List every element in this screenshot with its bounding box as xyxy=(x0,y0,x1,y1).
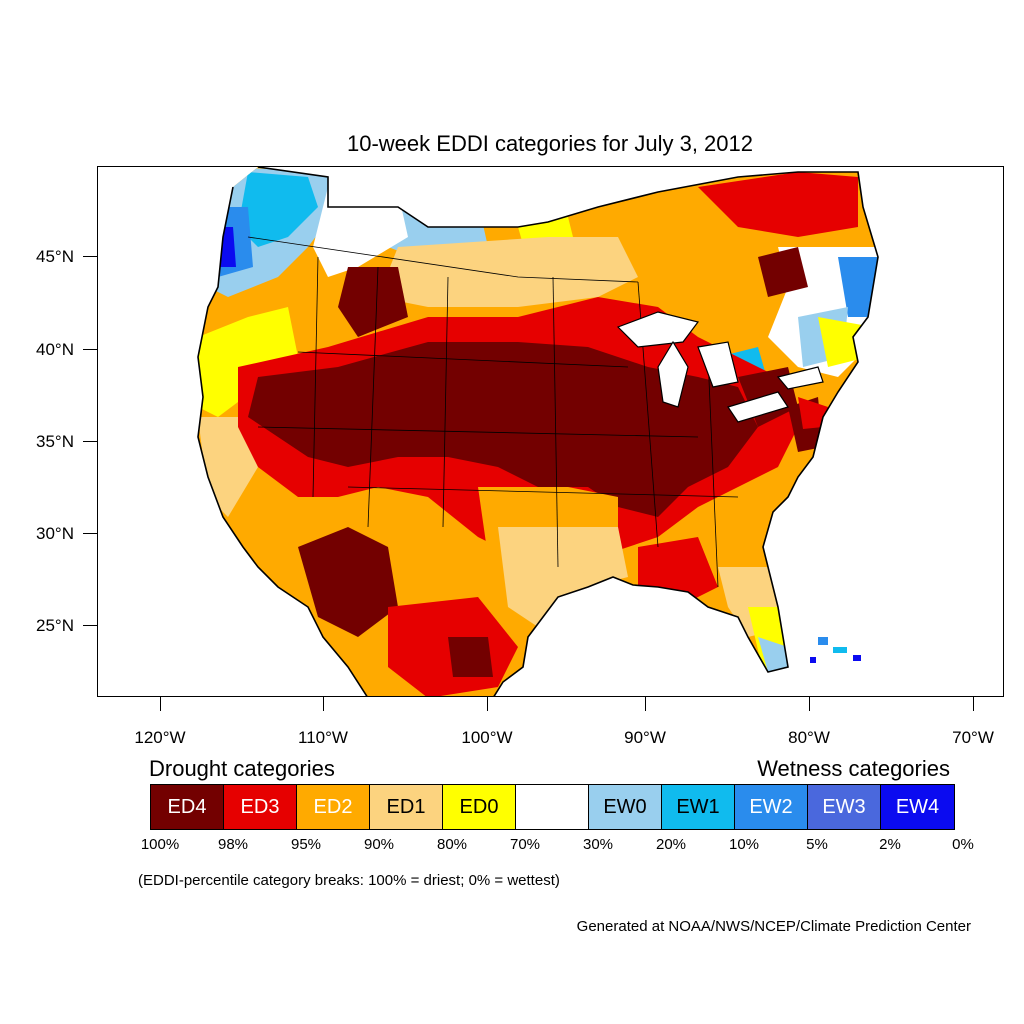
lat-label-40n: 40°N xyxy=(36,340,74,359)
percentile-label: 0% xyxy=(952,836,974,853)
wetness-heading: Wetness categories xyxy=(757,756,950,781)
lon-tick xyxy=(645,697,646,711)
lat-tick xyxy=(83,625,97,626)
percentile-label: 5% xyxy=(806,836,828,853)
eddi-map xyxy=(197,167,879,696)
lon-tick xyxy=(160,697,161,711)
lon-label-70w: 70°W xyxy=(952,728,994,747)
percentile-label: 80% xyxy=(436,836,468,853)
percentile-label: 100% xyxy=(140,836,180,853)
lon-label-110w: 110°W xyxy=(298,728,348,747)
lon-tick xyxy=(487,697,488,711)
drought-heading: Drought categories xyxy=(149,756,335,781)
coastline xyxy=(197,167,879,696)
lon-label-80w: 80°W xyxy=(788,728,830,747)
legend-box-ew4: EW4 xyxy=(881,785,954,829)
legend-box-normal xyxy=(516,785,589,829)
percentile-label: 2% xyxy=(879,836,901,853)
legend-box-ed0: ED0 xyxy=(443,785,516,829)
percentile-label: 95% xyxy=(290,836,322,853)
lat-label-25n: 25°N xyxy=(36,616,74,635)
legend-box-ew3: EW3 xyxy=(808,785,881,829)
legend-box-ed3: ED3 xyxy=(224,785,297,829)
eddi-data-layer xyxy=(198,167,878,696)
map-frame xyxy=(97,166,1004,697)
legend-colorbar: ED4 ED3 ED2 ED1 ED0 EW0 EW1 EW2 EW3 EW4 xyxy=(150,784,955,830)
lon-tick xyxy=(809,697,810,711)
map-title: 10-week EDDI categories for July 3, 2012 xyxy=(347,131,753,156)
percentile-label: 30% xyxy=(582,836,614,853)
lat-label-35n: 35°N xyxy=(36,432,74,451)
percentile-label: 90% xyxy=(363,836,395,853)
percentile-label: 10% xyxy=(728,836,760,853)
percentile-label: 98% xyxy=(217,836,249,853)
lat-tick xyxy=(83,256,97,257)
legend-box-ed1: ED1 xyxy=(370,785,443,829)
percentile-label: 20% xyxy=(655,836,687,853)
lat-tick xyxy=(83,533,97,534)
lon-tick xyxy=(973,697,974,711)
legend-box-ew1: EW1 xyxy=(662,785,735,829)
caribbean-points xyxy=(810,637,861,663)
legend-box-ew0: EW0 xyxy=(589,785,662,829)
great-lakes xyxy=(616,311,824,423)
legend-box-ew2: EW2 xyxy=(735,785,808,829)
lon-label-100w: 100°W xyxy=(461,728,513,747)
lon-tick xyxy=(323,697,324,711)
lat-label-45n: 45°N xyxy=(36,247,74,266)
lat-tick xyxy=(83,349,97,350)
credit-line: Generated at NOAA/NWS/NCEP/Climate Predi… xyxy=(576,918,971,935)
percentile-label: 70% xyxy=(509,836,541,853)
lon-label-120w: 120°W xyxy=(134,728,186,747)
legend-box-ed4: ED4 xyxy=(151,785,224,829)
lat-tick xyxy=(83,441,97,442)
legend-box-ed2: ED2 xyxy=(297,785,370,829)
category-note: (EDDI-percentile category breaks: 100% =… xyxy=(138,872,560,889)
lon-label-90w: 90°W xyxy=(624,728,666,747)
lat-label-30n: 30°N xyxy=(36,524,74,543)
